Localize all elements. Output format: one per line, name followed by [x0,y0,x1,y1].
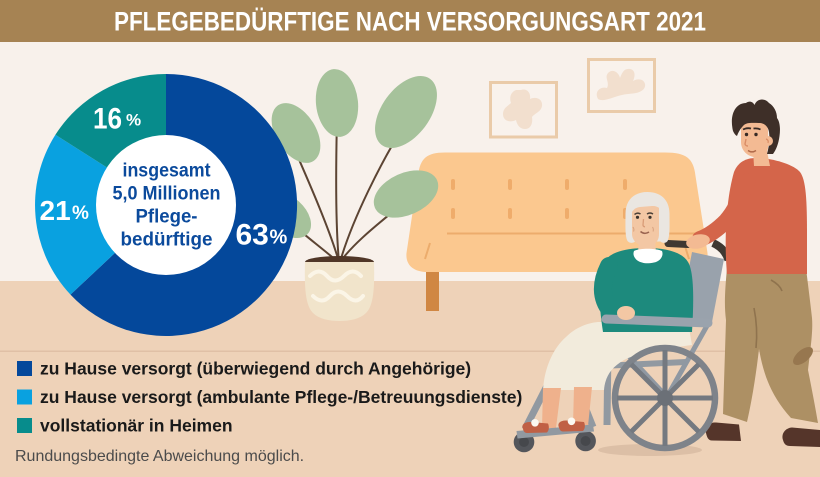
svg-text:vollstationär in Heimen: vollstationär in Heimen [40,416,233,436]
svg-text:5,0 Millionen: 5,0 Millionen [113,184,221,205]
svg-text:insgesamt: insgesamt [123,161,212,182]
svg-text:63: 63 [236,219,269,252]
svg-text:16: 16 [93,103,122,136]
svg-text:bedürftige: bedürftige [121,230,213,251]
svg-text:zu Hause versorgt (ambulante P: zu Hause versorgt (ambulante Pflege-/Bet… [40,387,522,407]
svg-text:zu Hause versorgt (überwiegend: zu Hause versorgt (überwiegend durch Ang… [40,359,471,379]
svg-text:%: % [126,111,141,130]
svg-text:%: % [72,203,89,224]
svg-text:Pflege-: Pflege- [136,207,198,228]
svg-text:Rundungsbedingte Abweichung mö: Rundungsbedingte Abweichung möglich. [15,448,304,465]
svg-text:PFLEGEBEDÜRFTIGE NACH VERSORGU: PFLEGEBEDÜRFTIGE NACH VERSORGUNGSART 202… [114,7,706,37]
svg-text:21: 21 [40,195,71,226]
svg-text:%: % [270,227,288,249]
